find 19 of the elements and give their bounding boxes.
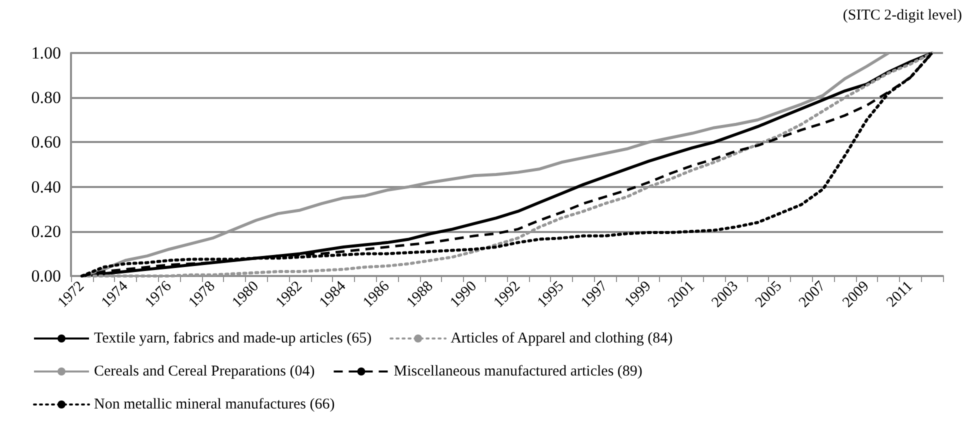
legend-label: Articles of Apparel and clothing (84) — [450, 330, 673, 346]
y-tick-label: 0.80 — [31, 88, 61, 108]
x-tick-label: 1980 — [229, 278, 262, 311]
y-tick-label: 0.20 — [31, 222, 61, 241]
x-tick-label: 1982 — [273, 278, 306, 311]
text: (SITC 2-digit level) — [842, 8, 962, 24]
x-tick-label: 1999 — [622, 278, 654, 311]
legend-label: Miscellaneous manufactured articles (89) — [394, 364, 642, 380]
legend-label: Textile yarn, fabrics and made-up articles (65) — [94, 330, 372, 346]
legend-label: Non metallic mineral manufactures (66) — [94, 396, 335, 412]
x-tick-label: 1990 — [447, 278, 480, 311]
y-tick-label: 1.00 — [31, 44, 61, 62]
y-tick-label: 0.60 — [31, 132, 61, 152]
x-tick-label: 2001 — [665, 278, 698, 311]
x-tick-label: 1992 — [491, 278, 524, 311]
legend-label: Cereals and Cereal Preparations (04) — [94, 364, 315, 380]
x-tick-label: 2011 — [884, 278, 916, 310]
y-tick-label: 0.00 — [31, 266, 61, 286]
y-tick-label: 0.40 — [31, 177, 61, 196]
